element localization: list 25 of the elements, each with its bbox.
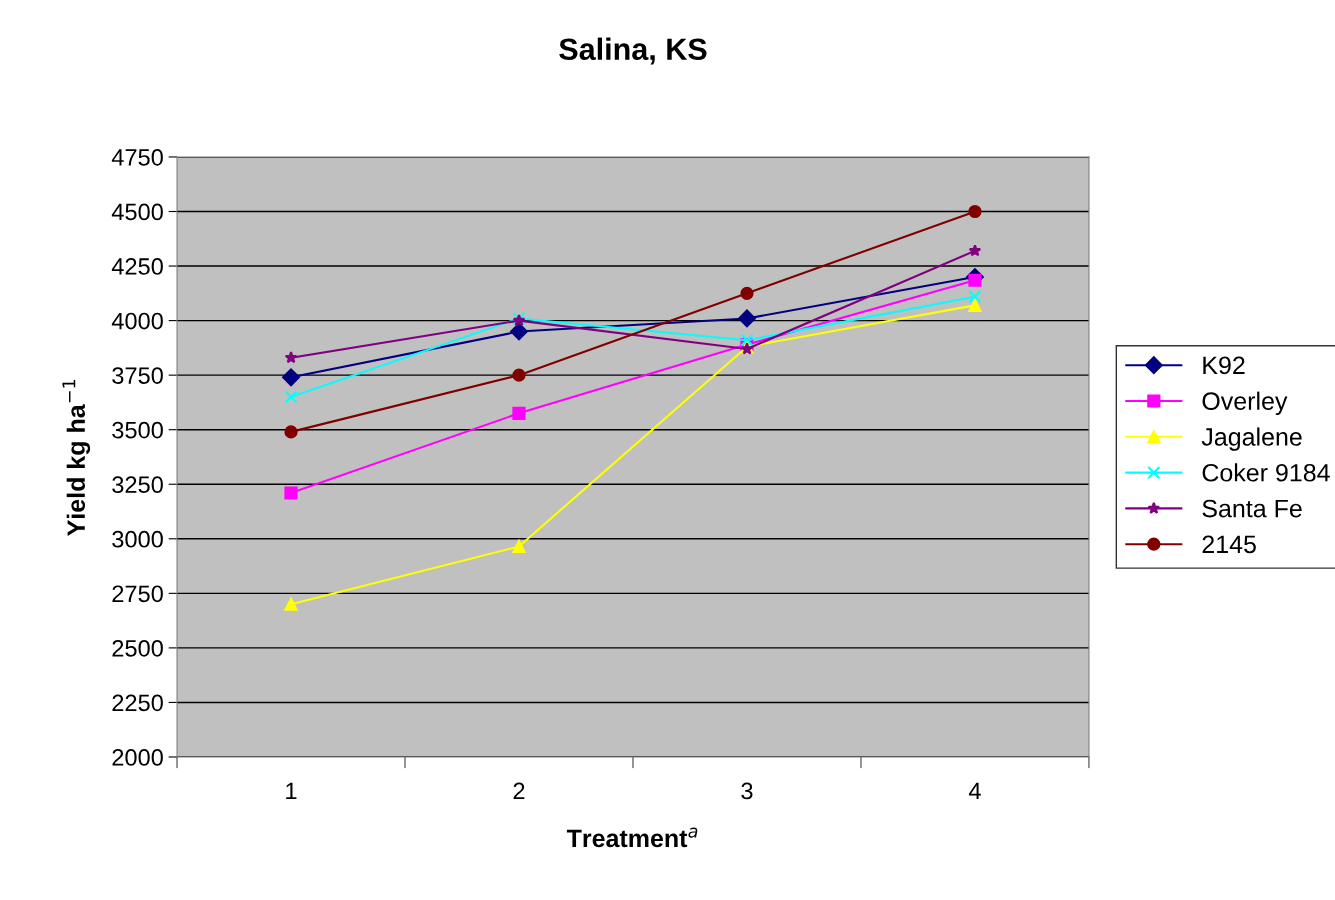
y-tick-label: 2500 [112,639,163,657]
y-axis-title: Yield kg ha$^{−1}$ [62,379,91,536]
y-tick-label: 3250 [112,476,163,494]
y-tick-label: 2750 [112,585,163,603]
chart-title: Salina, KS [559,37,707,65]
x-tick-label: 4 [968,782,981,800]
y-tick-label: 3750 [112,367,163,384]
legend-label: K92 [1203,356,1245,375]
legend-label: Jagalene [1201,427,1302,451]
y-tick-label: 3500 [112,421,163,439]
y-tick-label: 4000 [111,312,163,330]
legend-label: Santa Fe [1202,499,1302,518]
y-tick-label: 4500 [111,203,163,221]
x-tick-label: 2 [513,782,525,800]
legend-label: Overley [1202,391,1288,415]
x-tick-label: 1 [286,782,297,800]
y-tick-label: 4750 [111,149,163,166]
x-tick-label: 3 [741,782,753,800]
y-tick-label: 2250 [112,694,163,712]
legend-label: Coker 9184 [1202,463,1330,482]
y-tick-label: 3000 [112,530,163,548]
y-tick-label: 4250 [111,258,163,275]
x-axis-title: Treatment$^{a}$ [566,827,698,848]
y-tick-label: 2000 [112,749,163,766]
legend-label: 2145 [1202,535,1256,554]
